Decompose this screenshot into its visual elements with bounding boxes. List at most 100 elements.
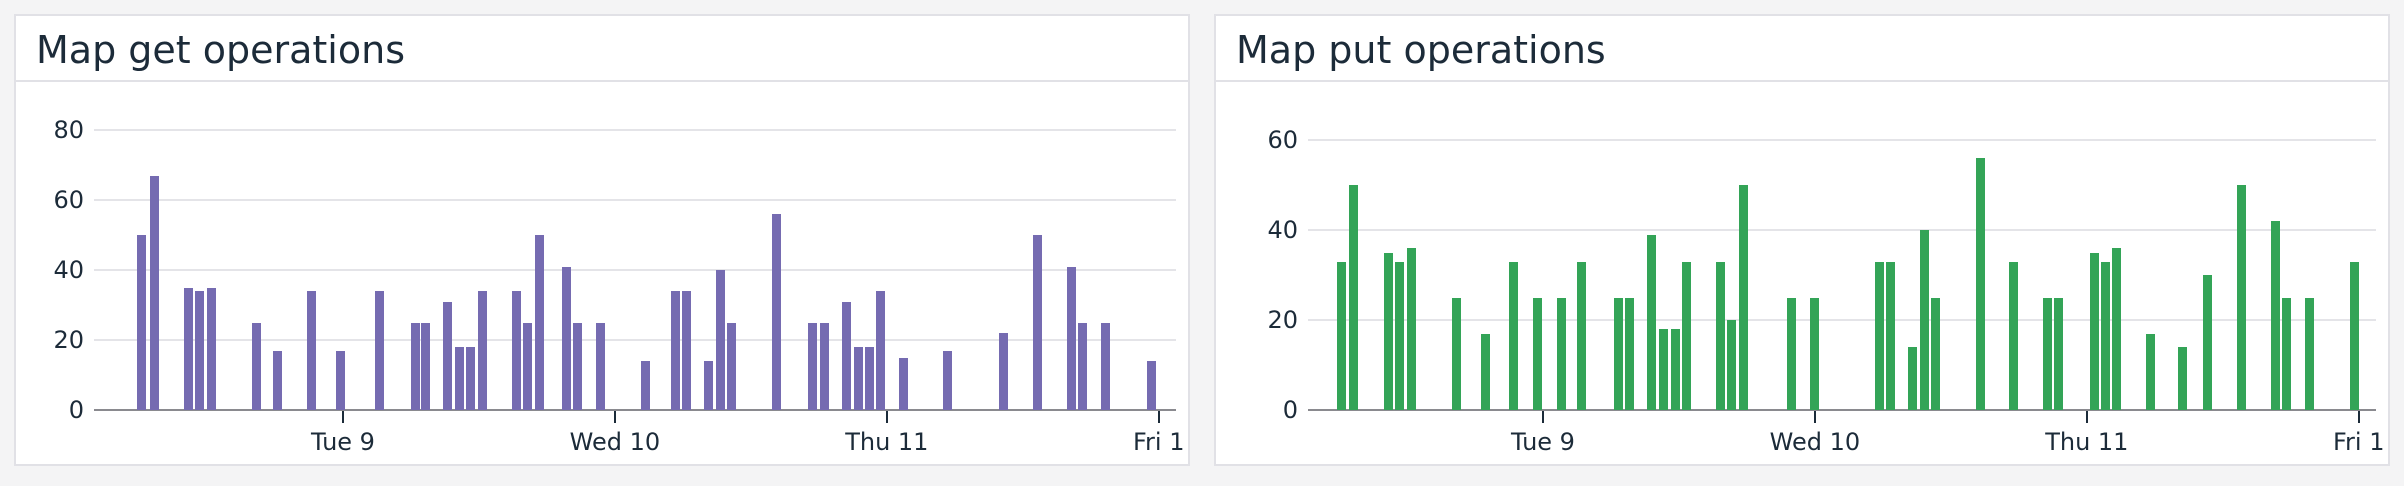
data-bar[interactable] xyxy=(535,235,545,410)
data-bar[interactable] xyxy=(562,266,572,410)
data-bar[interactable] xyxy=(1908,347,1918,410)
data-bar[interactable] xyxy=(2146,333,2156,410)
data-bar[interactable] xyxy=(2350,261,2360,410)
data-bar[interactable] xyxy=(2101,261,2111,410)
data-bar[interactable] xyxy=(1146,361,1156,410)
data-bar[interactable] xyxy=(375,291,385,410)
data-bar[interactable] xyxy=(2009,261,2019,410)
x-axis-tick-label: Wed 10 xyxy=(1769,428,1861,456)
data-bar[interactable] xyxy=(2282,297,2292,410)
data-bar[interactable] xyxy=(1100,322,1110,410)
data-bar[interactable] xyxy=(1787,297,1797,410)
data-bar[interactable] xyxy=(853,347,863,410)
y-gridline xyxy=(1308,229,2376,231)
data-bar[interactable] xyxy=(2203,275,2213,410)
data-bar[interactable] xyxy=(2089,252,2099,410)
data-bar[interactable] xyxy=(1508,261,1518,410)
data-bar[interactable] xyxy=(703,361,713,410)
data-bar[interactable] xyxy=(2237,185,2247,410)
data-bar[interactable] xyxy=(1646,234,1656,410)
data-bar[interactable] xyxy=(842,301,852,410)
data-bar[interactable] xyxy=(454,347,464,410)
y-gridline xyxy=(1308,319,2376,321)
data-bar[interactable] xyxy=(716,270,726,410)
data-bar[interactable] xyxy=(2178,347,2188,410)
data-bar[interactable] xyxy=(1715,261,1725,410)
data-bar[interactable] xyxy=(943,350,953,410)
data-bar[interactable] xyxy=(1625,297,1635,410)
data-bar[interactable] xyxy=(682,291,692,410)
data-bar[interactable] xyxy=(1727,320,1737,410)
data-bar[interactable] xyxy=(2305,297,2315,410)
data-bar[interactable] xyxy=(1032,235,1042,410)
x-axis-tick-label: Tue 9 xyxy=(1511,428,1575,456)
data-bar[interactable] xyxy=(335,350,345,410)
data-bar[interactable] xyxy=(1337,261,1347,410)
data-bar[interactable] xyxy=(149,175,159,410)
data-bar[interactable] xyxy=(898,357,908,410)
data-bar[interactable] xyxy=(726,322,736,410)
y-gridline xyxy=(94,339,1176,341)
data-bar[interactable] xyxy=(771,214,781,410)
data-bar[interactable] xyxy=(1919,230,1929,410)
x-axis-tick-label: Thu 11 xyxy=(2045,428,2129,456)
data-bar[interactable] xyxy=(410,322,420,410)
x-axis-tick xyxy=(1542,411,1544,423)
data-bar[interactable] xyxy=(1885,261,1895,410)
data-bar[interactable] xyxy=(1576,261,1586,410)
data-bar[interactable] xyxy=(183,287,193,410)
data-bar[interactable] xyxy=(2053,297,2063,410)
data-bar[interactable] xyxy=(1533,297,1543,410)
data-bar[interactable] xyxy=(1066,266,1076,410)
y-axis-tick-label: 60 xyxy=(1267,126,1298,154)
data-bar[interactable] xyxy=(640,361,650,410)
data-bar[interactable] xyxy=(572,322,582,410)
x-axis-line xyxy=(1308,409,2376,411)
data-bar[interactable] xyxy=(443,301,453,410)
y-gridline xyxy=(1308,139,2376,141)
data-bar[interactable] xyxy=(273,350,283,410)
data-bar[interactable] xyxy=(998,333,1008,410)
data-bar[interactable] xyxy=(2043,297,2053,410)
data-bar[interactable] xyxy=(478,291,488,410)
data-bar[interactable] xyxy=(876,291,886,410)
data-bar[interactable] xyxy=(1659,329,1669,410)
x-axis-tick xyxy=(1157,411,1160,423)
data-bar[interactable] xyxy=(2112,248,2122,410)
data-bar[interactable] xyxy=(1738,185,1748,410)
data-bar[interactable] xyxy=(1557,297,1567,410)
data-bar[interactable] xyxy=(307,291,317,410)
data-bar[interactable] xyxy=(1874,261,1884,410)
data-bar[interactable] xyxy=(1481,333,1491,410)
data-bar[interactable] xyxy=(466,347,476,410)
data-bar[interactable] xyxy=(1077,322,1087,410)
data-bar[interactable] xyxy=(1670,329,1680,410)
data-bar[interactable] xyxy=(1931,297,1941,410)
data-bar[interactable] xyxy=(808,322,818,410)
data-bar[interactable] xyxy=(137,235,147,410)
data-bar[interactable] xyxy=(251,322,261,410)
data-bar[interactable] xyxy=(1809,297,1819,410)
x-axis-tick xyxy=(342,411,344,423)
data-bar[interactable] xyxy=(420,322,430,410)
data-bar[interactable] xyxy=(1451,297,1461,410)
data-bar[interactable] xyxy=(1681,261,1691,410)
data-bar[interactable] xyxy=(1395,261,1405,410)
data-bar[interactable] xyxy=(1348,185,1358,410)
x-axis-tick xyxy=(2357,411,2360,423)
data-bar[interactable] xyxy=(522,322,532,410)
data-bar[interactable] xyxy=(206,287,216,410)
data-bar[interactable] xyxy=(1613,297,1623,410)
data-bar[interactable] xyxy=(1383,252,1393,410)
data-bar[interactable] xyxy=(671,291,681,410)
data-bar[interactable] xyxy=(819,322,829,410)
data-bar[interactable] xyxy=(596,322,606,410)
data-bar[interactable] xyxy=(864,347,874,410)
data-bar[interactable] xyxy=(195,291,205,410)
data-bar[interactable] xyxy=(1976,158,1986,410)
data-bar[interactable] xyxy=(2271,221,2281,410)
data-bar[interactable] xyxy=(512,291,522,410)
data-bar[interactable] xyxy=(1406,248,1416,410)
map-put-operations-widget: Map put operations 0 20 40 60 Tue 9 Wed 10 Thu… xyxy=(1214,14,2390,466)
y-axis-tick-label: 80 xyxy=(53,116,84,144)
